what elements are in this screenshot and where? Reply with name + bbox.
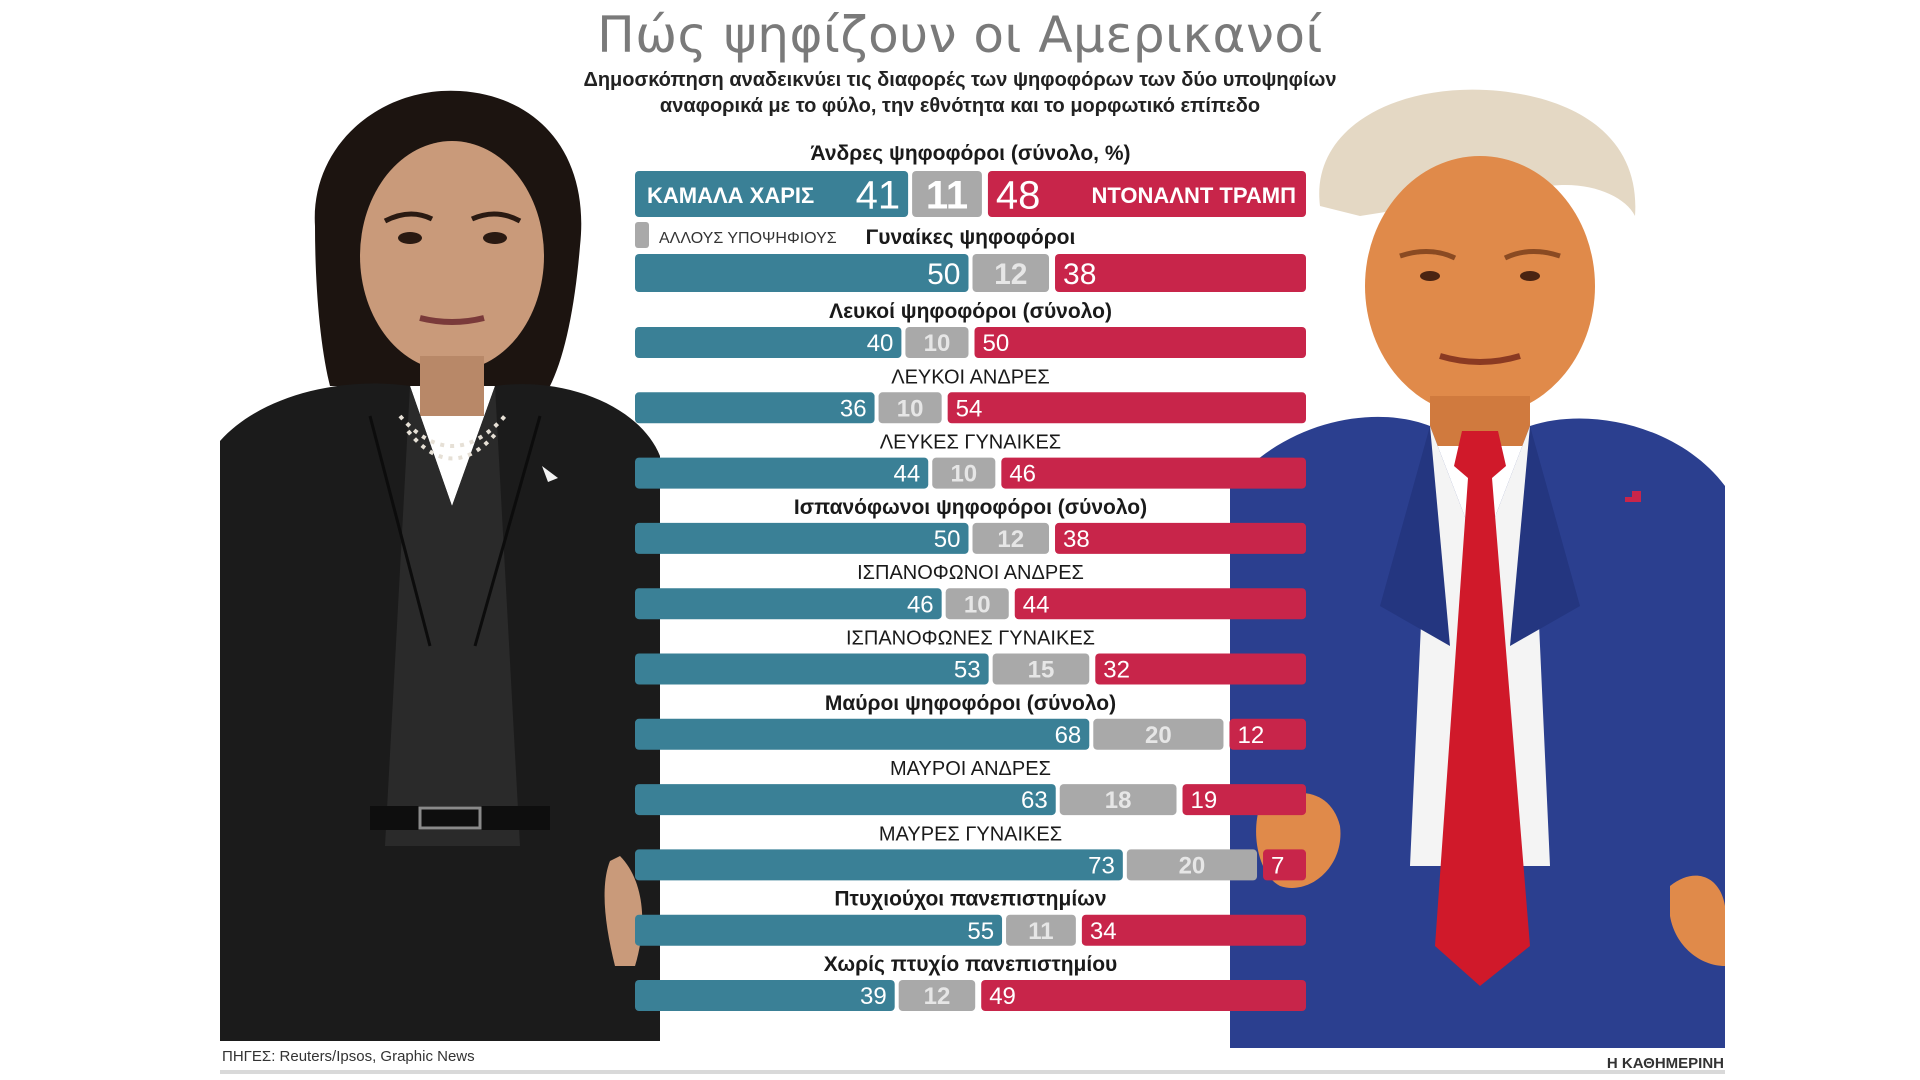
bar-other [945, 588, 1009, 620]
footer-source: ΠΗΓΕΣ: Reuters/Ipsos, Graphic News [222, 1048, 475, 1065]
bar-other [972, 254, 1050, 292]
bar-harris [635, 784, 1056, 816]
category-label: Μαύροι ψηφοφόροι (σύνολο) [825, 692, 1116, 715]
value-other: 10 [897, 395, 924, 422]
category-label: Πτυχιούχοι πανεπιστημίων [834, 888, 1106, 911]
value-trump: 50 [983, 330, 1010, 357]
bar-other [1059, 784, 1177, 816]
category-label: ΛΕΥΚΟΙ ΑΝΔΡΕΣ [891, 366, 1050, 388]
footer-brand: Η ΚΑΘΗΜΕΡΙΝΗ [1606, 1055, 1724, 1072]
value-trump: 49 [989, 983, 1016, 1010]
value-trump: 48 [996, 173, 1040, 217]
value-other: 10 [924, 330, 951, 357]
category-label: ΙΣΠΑΝΟΦΩΝΕΣ ΓΥΝΑΙΚΕΣ [846, 628, 1095, 650]
value-other: 10 [950, 461, 977, 488]
category-label: Άνδρες ψηφοφόροι (σύνολο, %) [810, 142, 1130, 165]
footer-rule [220, 1070, 1725, 1074]
value-harris: 73 [1088, 853, 1115, 880]
bar-other [932, 457, 996, 489]
page-subtitle: Δημοσκόπηση αναδεικνύει τις διαφορές των… [0, 67, 1920, 119]
category-label: ΙΣΠΑΝΟΦΩΝΟΙ ΑΝΔΡΕΣ [857, 562, 1084, 584]
value-trump: 54 [956, 395, 983, 422]
bar-harris [635, 914, 1003, 946]
category-label: Γυναίκες ψηφοφόροι [866, 226, 1076, 249]
bar-other [912, 171, 982, 217]
legend-other-label: ΑΛΛΟΥΣ ΥΠΟΨΗΦΙΟΥΣ [659, 230, 837, 247]
subtitle-line-1: Δημοσκόπηση αναδεικνύει τις διαφορές των… [583, 69, 1337, 91]
value-harris: 55 [967, 918, 994, 945]
value-harris: 63 [1021, 787, 1048, 814]
trump-portrait [1230, 86, 1725, 1048]
bar-other [1006, 914, 1076, 946]
bar-other [878, 392, 942, 424]
value-other: 11 [926, 173, 968, 217]
value-other: 12 [997, 526, 1024, 553]
harris-illustration [220, 90, 660, 1041]
category-label: Λευκοί ψηφοφόροι (σύνολο) [829, 300, 1112, 323]
value-other: 10 [964, 591, 991, 618]
bar-other [898, 980, 976, 1011]
bar-harris [635, 653, 989, 685]
bar-other [1093, 718, 1224, 750]
value-trump: 32 [1103, 657, 1130, 684]
category-label: Ισπανόφωνοι ψηφοφόροι (σύνολο) [794, 496, 1147, 519]
bar-other [905, 327, 969, 358]
value-trump: 19 [1191, 787, 1218, 814]
bar-harris [635, 980, 895, 1011]
bar-harris [635, 588, 942, 620]
value-trump: 38 [1063, 258, 1096, 291]
value-harris: 41 [856, 173, 901, 217]
value-harris: 50 [934, 526, 961, 553]
value-trump: 46 [1009, 461, 1036, 488]
value-harris: 46 [907, 591, 934, 618]
value-harris: 44 [894, 461, 921, 488]
value-other: 18 [1105, 787, 1132, 814]
value-harris: 39 [860, 983, 887, 1010]
category-label: ΜΑΥΡΟΙ ΑΝΔΡΕΣ [890, 758, 1051, 780]
value-harris: 40 [867, 330, 894, 357]
trump-illustration [1230, 89, 1725, 1048]
bar-harris [635, 392, 875, 424]
category-label: ΛΕΥΚΕΣ ΓΥΝΑΙΚΕΣ [880, 432, 1061, 454]
value-other: 12 [994, 258, 1027, 291]
value-harris: 50 [927, 258, 960, 291]
bar-harris [635, 522, 969, 554]
value-other: 12 [924, 983, 951, 1010]
value-trump: 44 [1023, 591, 1050, 618]
value-other: 20 [1145, 722, 1172, 749]
value-harris: 68 [1055, 722, 1082, 749]
bar-other [992, 653, 1090, 685]
bar-harris [635, 849, 1123, 881]
category-label: Χωρίς πτυχίο πανεπιστημίου [824, 953, 1118, 976]
value-harris: 36 [840, 395, 867, 422]
value-other: 11 [1028, 918, 1053, 945]
bar-harris [635, 327, 902, 358]
value-trump: 34 [1090, 918, 1117, 945]
value-harris: 53 [954, 657, 981, 684]
candidate-left-label: ΚΑΜΑΛΑ ΧΑΡΙΣ [647, 183, 814, 208]
bar-harris [635, 457, 929, 489]
value-trump: 38 [1063, 526, 1090, 553]
value-other: 15 [1028, 657, 1055, 684]
bar-other [972, 522, 1050, 554]
bar-harris [635, 171, 909, 217]
category-label: ΜΑΥΡΕΣ ΓΥΝΑΙΚΕΣ [879, 823, 1062, 845]
value-other: 20 [1179, 853, 1206, 880]
harris-portrait [220, 86, 660, 1041]
bar-harris [635, 254, 969, 292]
page-title: Πώς ψηφίζουν οι Αμερικανοί [597, 6, 1323, 64]
bar-harris [635, 718, 1090, 750]
subtitle-line-2: αναφορικά με το φύλο, την εθνότητα και τ… [659, 95, 1261, 117]
